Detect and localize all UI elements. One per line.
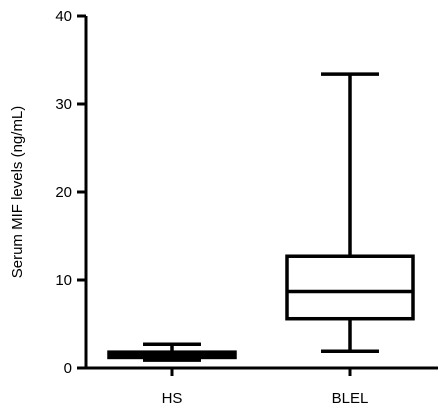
y-tick-label-30: 30 xyxy=(55,96,72,113)
box-blel xyxy=(285,254,415,321)
y-axis-label: Serum MIF levels (ng/mL) xyxy=(9,106,26,279)
y-tick-label-10: 10 xyxy=(55,272,72,289)
y-tick-label-40: 40 xyxy=(55,8,72,25)
y-tick-label-20: 20 xyxy=(55,184,72,201)
x-tick-label-blel: BLEL xyxy=(332,390,369,407)
y-tick-label-0: 0 xyxy=(64,360,72,377)
x-tick-label-hs: HS xyxy=(162,390,183,407)
plot-area: 0 10 20 30 40 HS BLEL xyxy=(55,8,438,407)
